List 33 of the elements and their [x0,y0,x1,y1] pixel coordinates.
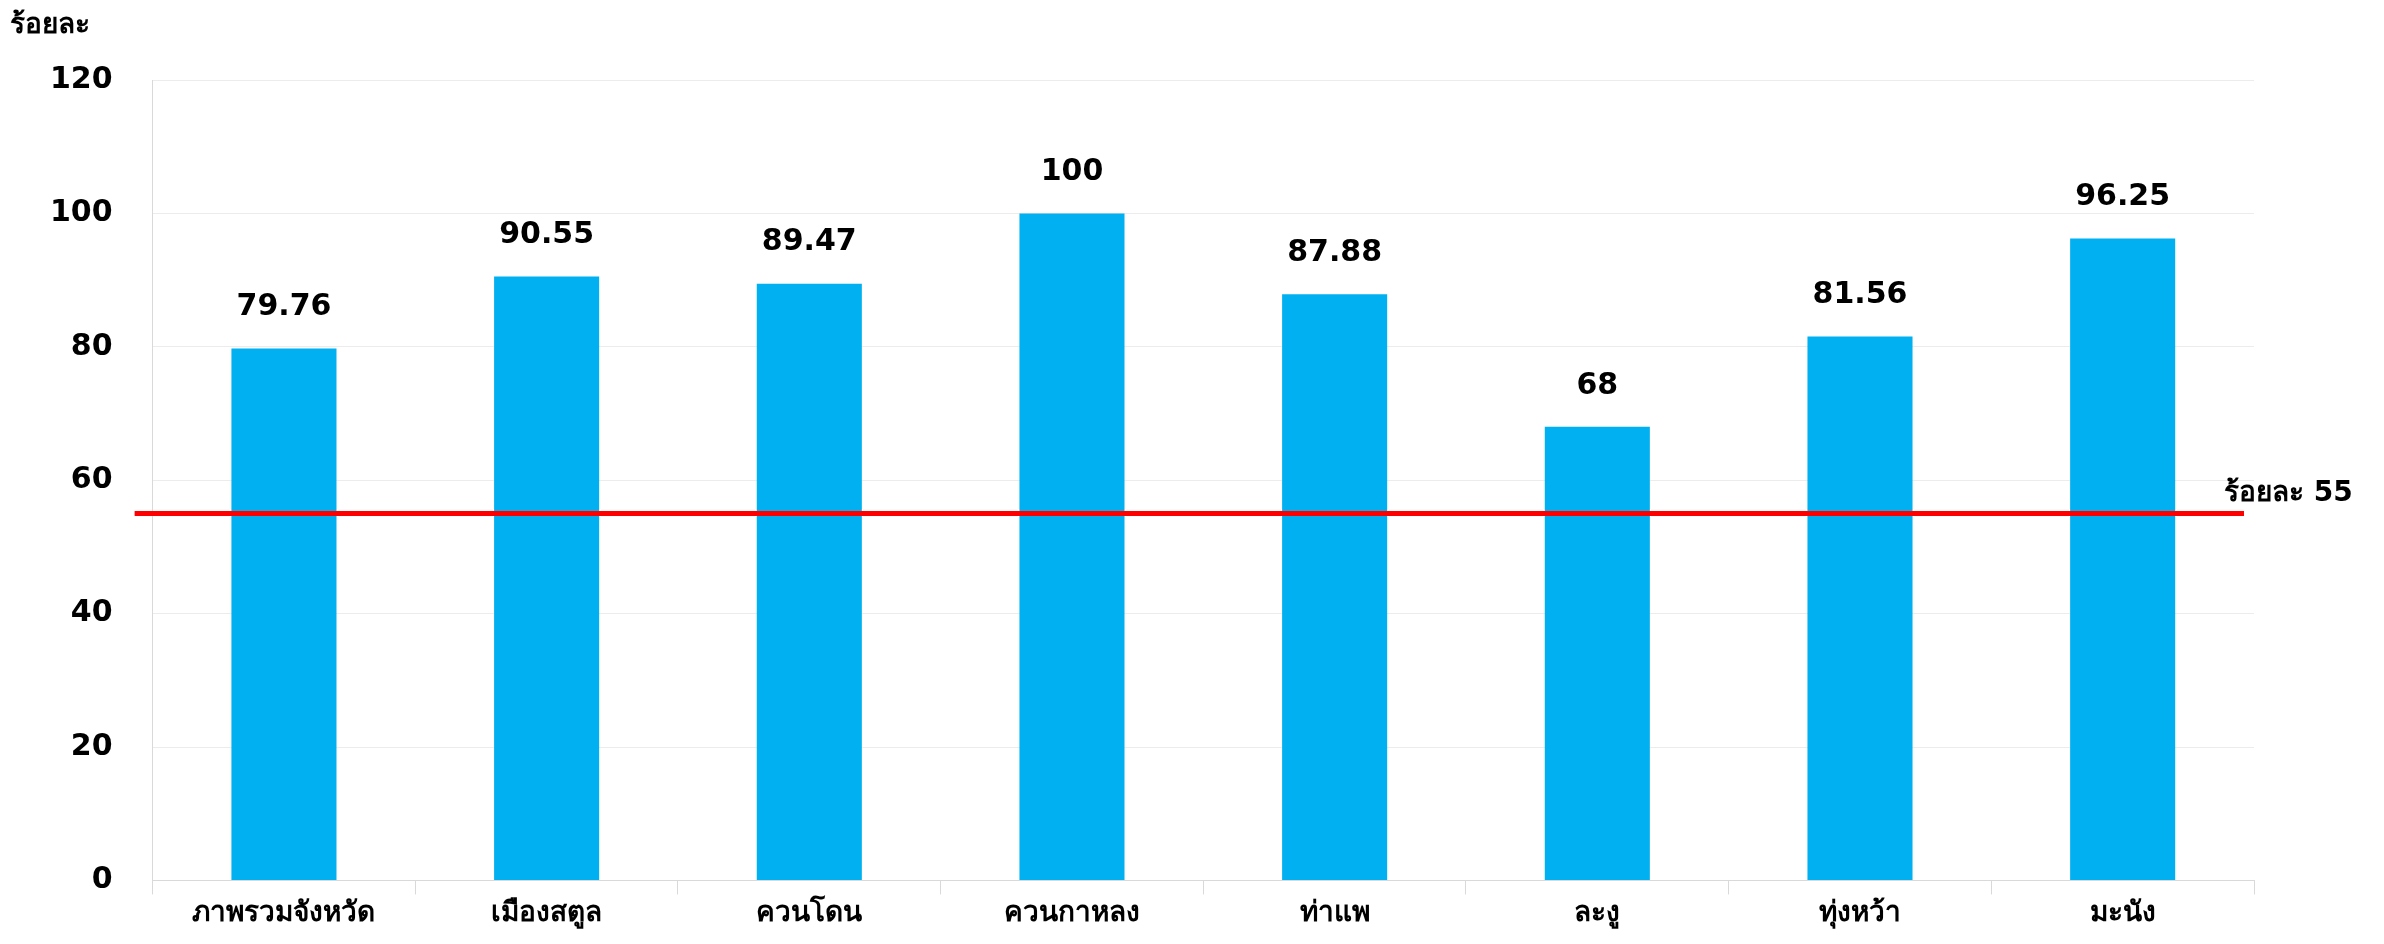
bar [1282,294,1388,880]
x-tick-label: ละงู [1574,895,1621,930]
x-tick-label: มะนัง [2089,895,2156,929]
y-tick-label: 0 [91,860,113,896]
data-label: 90.55 [499,215,595,251]
data-label: 68 [1576,365,1619,401]
y-tick-label: 100 [50,193,113,229]
y-tick-label: 60 [70,460,113,495]
y-axis-title: ร้อยละ [10,7,90,41]
data-label: 89.47 [761,222,857,258]
bar [1807,336,1913,880]
bar [1544,426,1650,880]
bar [494,276,600,880]
bar [231,348,337,880]
x-tick-label: ภาพรวมจังหวัด [192,895,376,929]
bar [2070,238,2176,880]
bar [756,283,862,880]
y-tick-label: 20 [70,726,113,762]
data-label: 100 [1040,152,1104,188]
y-tick-label: 40 [70,593,113,629]
bar [1019,213,1125,880]
y-tick-label: 80 [70,326,113,362]
x-tick-label: ควนโดน [756,894,863,929]
ref-line-label: ร้อยละ 55 [2224,474,2353,508]
x-tick-label: ท่าแพ [1299,895,1370,929]
data-label: 81.56 [1812,275,1908,311]
y-tick-label: 120 [50,59,113,95]
data-label: 79.76 [236,287,332,323]
x-tick-label: ควนกาหลง [1003,895,1140,929]
x-tick-label: เมืองสตูล [491,895,603,930]
data-label: 87.88 [1287,233,1383,269]
x-tick-label: ทุ่งหว้า [1818,895,1901,930]
data-label: 96.25 [2075,177,2171,213]
